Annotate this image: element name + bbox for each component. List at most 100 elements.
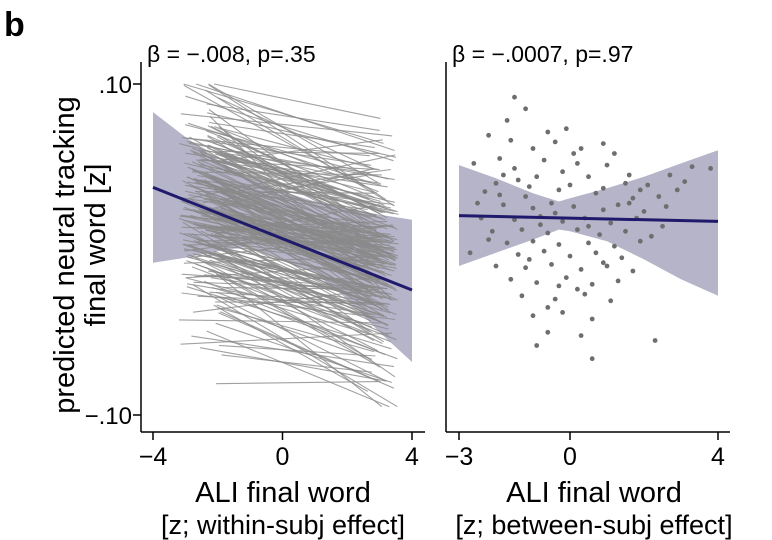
- subject-line: [207, 136, 382, 238]
- subject-line: [200, 170, 375, 267]
- subject-line: [212, 141, 381, 213]
- data-point: [593, 190, 599, 196]
- data-point: [563, 275, 569, 280]
- subject-line: [203, 261, 381, 322]
- data-point: [471, 161, 477, 166]
- data-point: [637, 187, 643, 193]
- data-point: [552, 296, 558, 302]
- data-point: [600, 141, 606, 147]
- right-ci-band: [459, 150, 718, 296]
- subject-line: [185, 184, 368, 211]
- data-point: [534, 174, 540, 180]
- data-point: [637, 238, 643, 244]
- data-point: [545, 230, 551, 236]
- data-point: [501, 172, 506, 178]
- data-point: [552, 139, 558, 145]
- data-point: [578, 267, 584, 272]
- data-point: [497, 156, 503, 161]
- subject-line: [202, 174, 368, 204]
- data-point: [567, 182, 573, 188]
- subject-line: [223, 170, 386, 214]
- subject-line: [209, 121, 375, 149]
- data-point: [482, 189, 488, 195]
- subject-line: [210, 233, 368, 310]
- data-point: [630, 268, 636, 274]
- y-axis-label-line1: predicted neural tracking: [49, 96, 81, 414]
- left-panel-title: β = −.008, p=.35: [147, 41, 316, 67]
- data-point: [589, 316, 595, 322]
- subject-line: [216, 190, 381, 243]
- data-point: [530, 205, 536, 211]
- subject-line: [205, 89, 395, 207]
- subject-line: [187, 254, 372, 315]
- data-point: [645, 182, 651, 188]
- subject-line: [215, 322, 392, 384]
- subject-line: [192, 284, 398, 408]
- data-point: [604, 263, 610, 269]
- subject-line: [219, 297, 387, 382]
- data-point: [523, 265, 528, 271]
- y-tick-label: .10: [99, 72, 132, 99]
- data-point: [486, 237, 491, 243]
- subject-line: [187, 181, 383, 219]
- x-tick-label: 4: [405, 443, 419, 471]
- data-point: [582, 291, 588, 297]
- subject-line: [208, 84, 387, 201]
- data-point: [586, 174, 591, 180]
- data-point: [549, 262, 554, 267]
- data-point: [578, 333, 584, 338]
- subject-line: [209, 226, 378, 284]
- data-point: [608, 298, 614, 304]
- data-point: [656, 194, 662, 199]
- subject-line: [196, 238, 371, 262]
- subject-line: [203, 274, 389, 295]
- data-point: [615, 202, 621, 208]
- data-point: [608, 220, 614, 226]
- data-point: [682, 179, 688, 185]
- data-point: [708, 166, 713, 171]
- data-point: [538, 222, 543, 228]
- data-point: [552, 210, 558, 216]
- x-tick-label: 0: [276, 443, 290, 471]
- subject-line: [183, 84, 369, 189]
- subject-line: [186, 140, 382, 186]
- right-panel-title: β = −.0007, p=.97: [452, 41, 633, 67]
- subject-line: [213, 83, 381, 119]
- subject-line: [195, 263, 397, 341]
- subject-line: [208, 83, 379, 184]
- data-point: [623, 180, 628, 186]
- subject-line: [222, 199, 391, 271]
- data-point: [589, 281, 595, 287]
- data-point: [649, 233, 654, 239]
- data-point: [486, 132, 491, 138]
- data-point: [530, 238, 536, 244]
- data-point: [560, 169, 565, 175]
- x-tick-label: −4: [139, 443, 168, 471]
- x-tick-label: 4: [711, 443, 725, 471]
- data-point: [467, 250, 473, 256]
- data-point: [523, 106, 528, 112]
- data-point: [593, 250, 599, 256]
- left-fit-line: [152, 186, 413, 292]
- subject-line: [220, 207, 377, 247]
- data-point: [545, 329, 551, 335]
- left-ci-band: [153, 112, 412, 362]
- within-subj-plot-area: [152, 83, 413, 408]
- data-point: [589, 356, 595, 362]
- subject-line: [191, 161, 391, 255]
- subject-line: [205, 266, 381, 368]
- data-point: [667, 172, 673, 178]
- data-point: [571, 204, 577, 209]
- data-point: [534, 280, 540, 285]
- data-point: [541, 248, 547, 254]
- data-point: [556, 283, 562, 289]
- data-point: [575, 161, 580, 166]
- subject-line: [197, 174, 396, 212]
- data-point: [586, 240, 591, 246]
- subject-line: [205, 139, 385, 206]
- data-point: [512, 166, 517, 171]
- data-point: [556, 242, 562, 247]
- right-fit-line: [458, 214, 719, 223]
- data-point: [515, 252, 521, 257]
- data-point: [515, 177, 521, 183]
